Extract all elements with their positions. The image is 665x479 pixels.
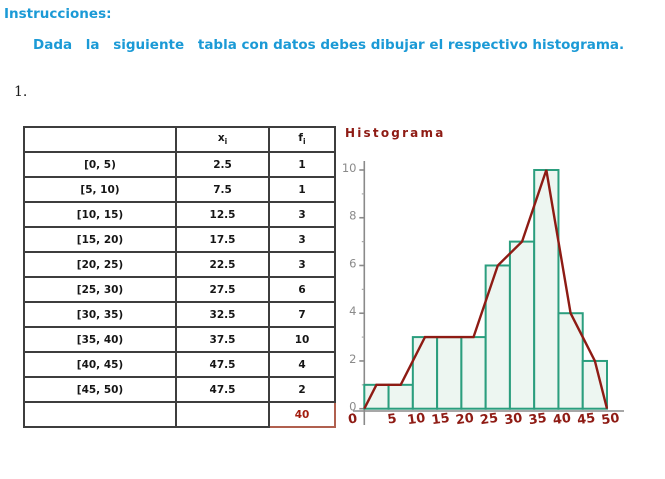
cell-interval: [5, 10) [23,176,177,203]
header-xi: xi [175,126,270,153]
instructions-text-rest: con datos debes dibujar el respectivo hi… [241,37,625,53]
cell-fi: 1 [268,176,336,203]
cell-interval: [20, 25) [23,251,177,278]
frequency-polygon [363,169,609,410]
cell-xi: 32.5 [175,301,270,328]
histogram-bar [508,240,536,410]
cell-xi: 12.5 [175,201,270,228]
x-tick-label: 10 [406,411,426,428]
x-tick-label: 0 [347,411,358,427]
cell-fi: 3 [268,201,336,228]
item-number: 1. [14,84,28,100]
chart-title: Histograma [345,126,446,140]
frequency-table-body: [0, 5) 2.5 1 [5, 10) 7.5 1 [10, 15) 12.5 3 [15, 2… [23,151,336,403]
x-tick-label: 30 [503,411,523,428]
total-row-empty-1 [23,401,177,428]
cell-interval: [40, 45) [23,351,177,378]
y-tick-label: 0 [349,400,356,414]
instructions-heading: Instrucciones: [4,6,112,22]
table-row: [15, 20) 17.5 3 [23,226,336,253]
cell-xi: 2.5 [175,151,270,178]
histogram-bar [411,336,439,410]
cell-xi: 17.5 [175,226,270,253]
total-frequency: 40 [268,401,336,428]
cell-fi: 7 [268,301,336,328]
x-tick-label: 45 [576,411,596,428]
frequency-table: xi fi [0, 5) 2.5 1 [5, 10) 7.5 1 [10, 15) 12.5 3… [23,126,336,428]
y-tick-label: 4 [349,304,356,318]
cell-xi: 22.5 [175,251,270,278]
table-row: [20, 25) 22.5 3 [23,251,336,278]
cell-interval: [10, 15) [23,201,177,228]
cell-interval: [0, 5) [23,151,177,178]
y-tick-label: 8 [349,209,356,223]
cell-xi: 37.5 [175,326,270,353]
frequency-table-head: xi fi [23,126,336,153]
cell-xi: 7.5 [175,176,270,203]
cell-interval: [15, 20) [23,226,177,253]
table-row: [40, 45) 47.5 4 [23,351,336,378]
total-row-empty-2 [175,401,270,428]
y-tick-label: 6 [349,256,356,270]
cell-fi: 4 [268,351,336,378]
cell-xi: 47.5 [175,351,270,378]
table-row: [30, 35) 32.5 7 [23,301,336,328]
table-row: [25, 30) 27.5 6 [23,276,336,303]
x-tick-label: 40 [552,411,572,428]
y-tick-label: 10 [342,161,357,175]
histogram-chart: Histograma 0 2 4 6 8 10 0 5 10 15 20 25 30 35 40 45 50 [340,120,665,438]
cell-interval: [45, 50) [23,376,177,403]
total-row: 40 [23,401,336,428]
histogram-bar [387,383,414,410]
header-fi: fi [268,126,336,153]
histogram-bar [436,336,463,410]
header-row: xi fi [23,126,336,153]
x-tick-label: 25 [479,411,499,428]
table-row: [5, 10) 7.5 1 [23,176,336,203]
x-tick-label: 50 [601,411,621,428]
histogram-svg: 0 2 4 6 8 10 0 5 10 15 20 25 30 35 40 45 50 [342,161,624,428]
histogram-bar [460,336,487,410]
cell-interval: [25, 30) [23,276,177,303]
cell-xi: 27.5 [175,276,270,303]
table-row: [45, 50) 47.5 2 [23,376,336,403]
table-row: [35, 40) 37.5 10 [23,326,336,353]
cell-interval: [30, 35) [23,301,177,328]
header-interval [23,126,177,153]
x-tick-label: 15 [431,411,451,428]
instructions-text: Dada la siguiente tabla con datos debes … [33,37,633,53]
x-tick-label: 20 [455,411,475,428]
cell-fi: 6 [268,276,336,303]
y-tick-label: 2 [349,352,356,366]
x-tick-label: 5 [387,411,398,427]
instructions-text-emphasis: Dada la siguiente tabla [33,37,237,53]
frequency-table-foot: 40 [23,401,336,428]
histogram-bar [533,169,560,410]
histogram-bar [581,359,608,410]
cell-xi: 47.5 [175,376,270,403]
table-row: [10, 15) 12.5 3 [23,201,336,228]
histogram-bar [363,383,390,410]
cell-fi: 3 [268,226,336,253]
cell-fi: 10 [268,326,336,353]
cell-fi: 3 [268,251,336,278]
cell-interval: [35, 40) [23,326,177,353]
cell-fi: 2 [268,376,336,403]
x-tick-label: 35 [528,411,548,428]
table-row: [0, 5) 2.5 1 [23,151,336,178]
cell-fi: 1 [268,151,336,178]
